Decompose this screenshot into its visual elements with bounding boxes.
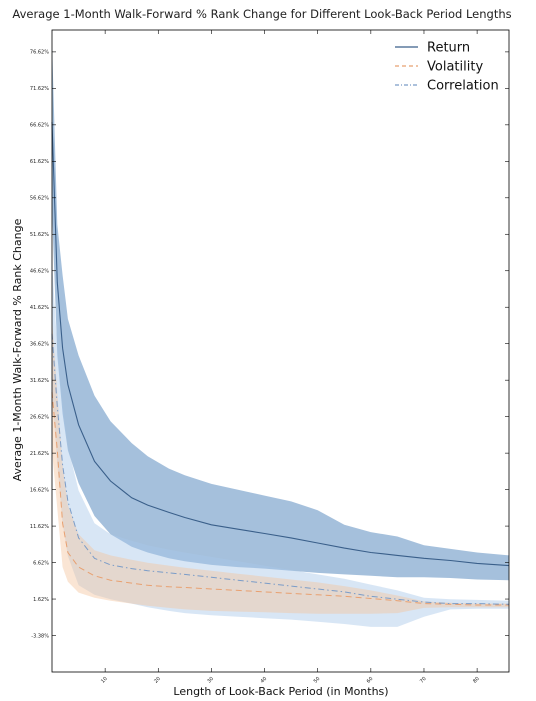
y-tick-label: 66.62% <box>30 123 49 129</box>
x-tick-label: 50 <box>313 676 322 685</box>
y-tick-label: 46.62% <box>30 269 49 275</box>
x-tick-label: 60 <box>366 676 375 685</box>
y-tick-label: 16.62% <box>30 487 49 493</box>
band-volatility <box>52 319 509 614</box>
legend-label-correlation: Correlation <box>427 79 499 94</box>
chart-title: Average 1-Month Walk-Forward % Rank Chan… <box>12 7 511 21</box>
y-tick-label: 11.62% <box>30 524 49 530</box>
y-tick-label: 36.62% <box>30 342 49 348</box>
legend-label-volatility: Volatility <box>427 60 483 75</box>
y-tick-label: 26.62% <box>30 414 49 420</box>
line-return <box>51 122 510 567</box>
x-tick-label: 30 <box>206 676 215 685</box>
y-tick-label: 71.62% <box>30 86 49 92</box>
x-tick-label: 20 <box>153 676 162 685</box>
y-tick-label: 31.62% <box>30 378 49 384</box>
confidence-bands <box>52 41 509 627</box>
x-tick-label: 70 <box>419 676 428 685</box>
band-correlation <box>52 260 509 627</box>
y-tick-label: 21.62% <box>30 451 49 457</box>
line-volatility <box>51 391 509 606</box>
y-tick-label: 51.62% <box>30 232 49 238</box>
y-tick-label: 56.62% <box>30 196 49 202</box>
y-tick-label: 61.62% <box>30 159 49 165</box>
legend: Return Volatility Correlation <box>395 41 499 94</box>
x-tick-label: 10 <box>100 676 109 685</box>
y-tick-label: -3.38% <box>31 633 49 639</box>
y-axis-ticks: -3.38% 1.62% 6.62% 11.62% 16.62% 21.62% 26.62%… <box>30 50 509 639</box>
x-tick-label: 40 <box>260 676 269 685</box>
line-correlation <box>51 333 510 605</box>
series-lines <box>51 122 510 606</box>
y-tick-label: 76.62% <box>30 50 49 56</box>
band-return <box>52 41 509 581</box>
y-tick-label: 41.62% <box>30 305 49 311</box>
y-tick-label: 6.62% <box>33 560 49 566</box>
x-tick-label: 80 <box>472 676 481 685</box>
x-axis-ticks: 10 20 30 40 50 60 70 80 <box>100 30 481 685</box>
x-axis-label: Length of Look-Back Period (in Months) <box>173 685 388 698</box>
plot-frame <box>51 29 510 673</box>
y-tick-label: 1.62% <box>33 597 49 603</box>
y-axis-label: Average 1-Month Walk-Forward % Rank Chan… <box>11 218 24 481</box>
legend-label-return: Return <box>427 41 470 56</box>
